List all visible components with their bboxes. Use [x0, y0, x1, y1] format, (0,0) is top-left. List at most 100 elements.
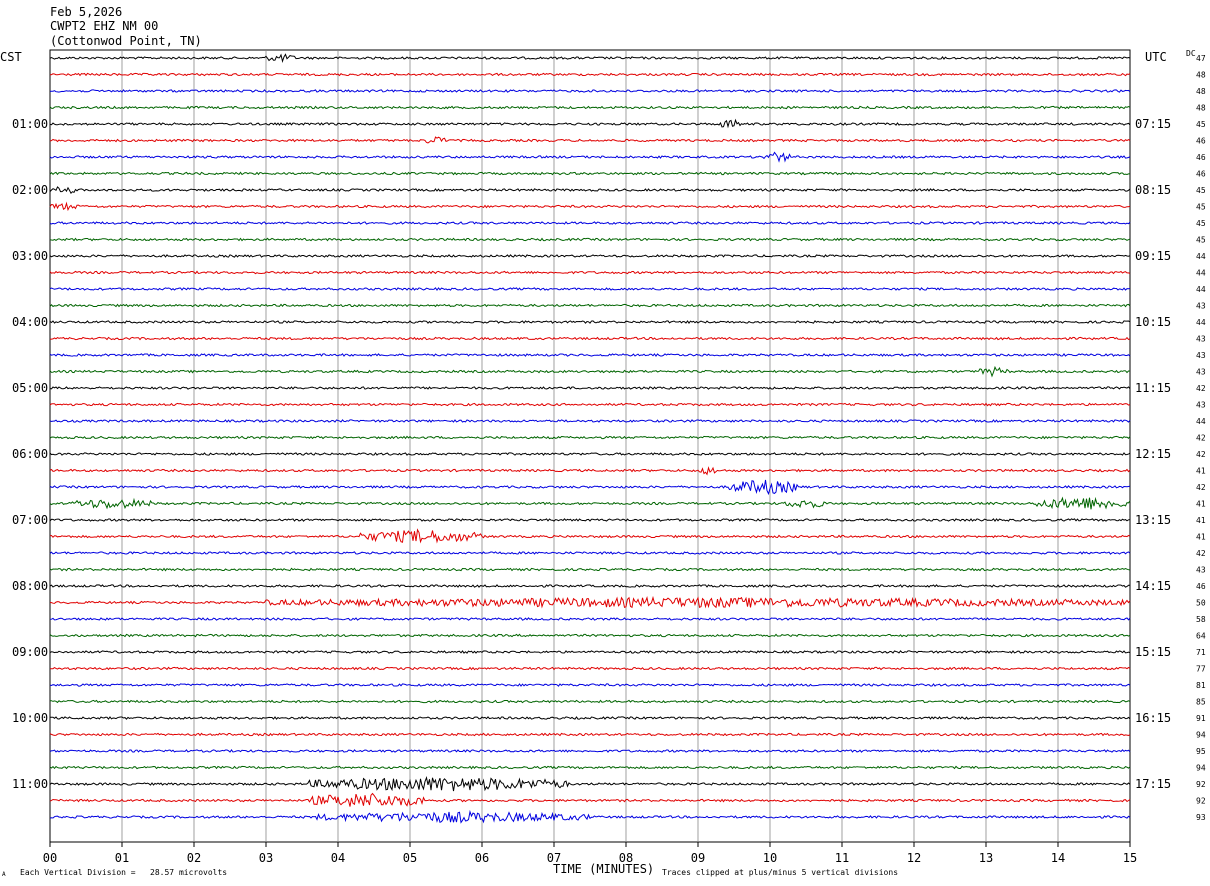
dc-offset-label: 94: [1196, 731, 1206, 740]
x-tick-label: 14: [1051, 851, 1065, 865]
dc-offset-label: 45: [1196, 120, 1206, 129]
right-hour-label: 08:15: [1135, 183, 1171, 197]
dc-offset-label: 95: [1196, 747, 1206, 756]
dc-offset-label: 44: [1196, 318, 1206, 327]
dc-offset-label: 94: [1196, 764, 1206, 773]
left-timezone-label: CST: [0, 50, 22, 64]
seismic-trace-1: [49, 72, 1131, 77]
seismic-trace-5: [49, 136, 1131, 144]
left-hour-label: 06:00: [12, 447, 48, 461]
seismic-trace-7: [49, 171, 1131, 176]
x-tick-label: 11: [835, 851, 849, 865]
left-hour-label: 07:00: [12, 513, 48, 527]
right-timezone-label: UTC: [1145, 50, 1167, 64]
left-hour-label: 05:00: [12, 381, 48, 395]
seismic-trace-34: [49, 617, 1131, 621]
seismic-trace-39: [49, 699, 1131, 704]
left-hour-label: 11:00: [12, 777, 48, 791]
dc-offset-label: 45: [1196, 203, 1206, 212]
seismic-trace-15: [49, 303, 1131, 308]
seismic-trace-24: [49, 452, 1131, 456]
seismic-trace-8: [49, 186, 1131, 195]
x-tick-label: 04: [331, 851, 345, 865]
date-label: Feb 5,2026: [50, 5, 122, 19]
dc-offset-label: 48: [1196, 104, 1206, 113]
right-hour-label: 14:15: [1135, 579, 1171, 593]
dc-offset-label: 45: [1196, 236, 1206, 245]
seismic-trace-41: [49, 732, 1131, 737]
dc-offset-label: 71: [1196, 648, 1206, 657]
left-hour-label: 04:00: [12, 315, 48, 329]
dc-offset-label: 46: [1196, 582, 1206, 591]
right-hour-label: 11:15: [1135, 381, 1171, 395]
seismic-trace-32: [49, 584, 1130, 588]
left-hour-label: 03:00: [12, 249, 48, 263]
dc-offset-label: 43: [1196, 351, 1206, 360]
corner-mark: A: [2, 871, 6, 878]
x-tick-labels: 00 01 02 03 04 05 06 07 08 09 10 11 12 13 14 15: [43, 842, 1137, 865]
x-tick-label: 03: [259, 851, 273, 865]
dc-offset-label: 77: [1196, 665, 1206, 674]
dc-offset-label: 43: [1196, 368, 1206, 377]
seismic-trace-11: [49, 237, 1131, 242]
x-tick-label: 10: [763, 851, 777, 865]
dc-offset-label: 43: [1196, 335, 1206, 344]
right-hour-label: 17:15: [1135, 777, 1171, 791]
seismic-trace-21: [49, 402, 1131, 407]
dc-offset-label: 50: [1196, 599, 1206, 608]
right-hour-label: 12:15: [1135, 447, 1171, 461]
right-hour-label: 09:15: [1135, 249, 1171, 263]
seismic-trace-33: [49, 595, 1131, 609]
right-hour-labels: 07:15 08:15 09:15 10:15 11:15 12:15 13:15 14:15…: [1135, 117, 1171, 791]
minute-grid: [121, 50, 1059, 842]
x-tick-label: 08: [619, 851, 633, 865]
left-hour-label: 01:00: [12, 117, 48, 131]
left-hour-labels: 01:00 02:00 03:00 04:00 05:00 06:00 07:00 08:00…: [12, 117, 48, 791]
seismic-trace-20: [49, 386, 1131, 390]
right-hour-label: 07:15: [1135, 117, 1171, 131]
right-hour-label: 15:15: [1135, 645, 1171, 659]
dc-offset-label: 92: [1196, 780, 1206, 789]
x-tick-label: 09: [691, 851, 705, 865]
right-hour-label: 13:15: [1135, 513, 1171, 527]
seismic-trace-22: [49, 419, 1131, 423]
x-tick-label: 06: [475, 851, 489, 865]
seismic-trace-14: [49, 287, 1131, 291]
dc-offset-label: 43: [1196, 302, 1206, 311]
dc-offset-label: 41: [1196, 516, 1206, 525]
seismic-trace-35: [49, 633, 1131, 638]
seismic-trace-3: [49, 105, 1131, 110]
seismic-trace-44: [49, 775, 1131, 792]
left-hour-label: 02:00: [12, 183, 48, 197]
seismic-trace-45: [49, 792, 1131, 807]
dc-offset-label: 47: [1196, 54, 1206, 63]
seismic-trace-25: [49, 466, 1131, 476]
dc-offset-label: 58: [1196, 615, 1206, 624]
x-tick-label: 00: [43, 851, 57, 865]
channel-label: CWPT2 EHZ NM 00: [50, 19, 158, 33]
x-tick-label: 05: [403, 851, 417, 865]
seismic-trace-17: [49, 336, 1131, 341]
dc-offset-label: 41: [1196, 500, 1206, 509]
footer: A Each Vertical Division = 28.57 microvo…: [2, 862, 898, 878]
seismic-trace-10: [49, 221, 1131, 225]
x-tick-label: 02: [187, 851, 201, 865]
seismic-trace-19: [49, 365, 1130, 378]
x-tick-label: 07: [547, 851, 561, 865]
seismic-trace-30: [49, 551, 1131, 555]
dc-offset-label: 43: [1196, 566, 1206, 575]
dc-offset-label: 42: [1196, 450, 1206, 459]
dc-offset-label: 42: [1196, 483, 1206, 492]
seismic-trace-12: [49, 254, 1131, 258]
dc-offset-label: 42: [1196, 434, 1206, 443]
header: Feb 5,2026 CWPT2 EHZ NM 00 (Cottonwod Po…: [50, 5, 202, 48]
seismic-trace-23: [49, 435, 1131, 440]
dc-offset-label: 46: [1196, 153, 1206, 162]
dc-offset-label: 64: [1196, 632, 1206, 641]
seismic-trace-26: [49, 479, 1131, 496]
seismic-trace-37: [50, 666, 1131, 671]
x-tick-label: 12: [907, 851, 921, 865]
seismic-trace-18: [49, 353, 1131, 357]
trace-group: [49, 53, 1131, 824]
dc-offset-label: 44: [1196, 417, 1206, 426]
